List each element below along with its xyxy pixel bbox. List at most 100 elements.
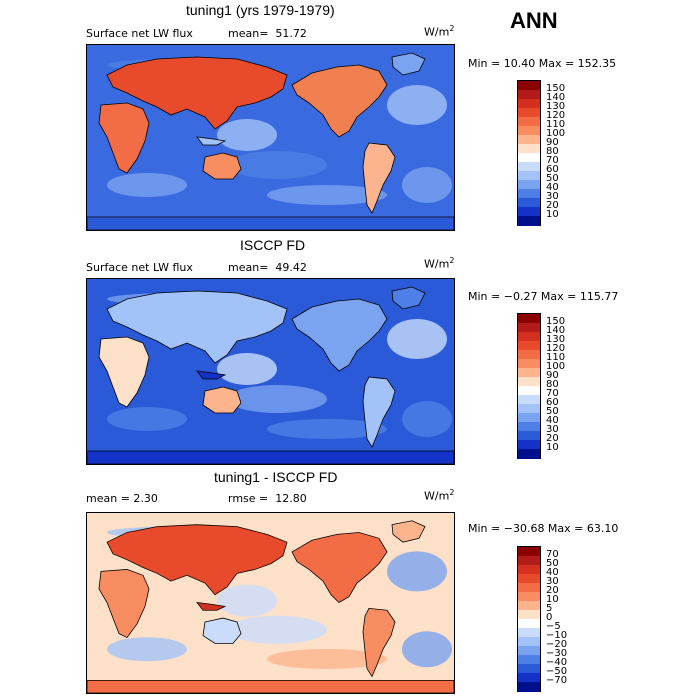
colorbar-swatch [518, 81, 540, 91]
colorbar-tick-label: 30 [546, 191, 559, 202]
panel-3-mean-label: mean = 2.30 [86, 492, 158, 505]
field-anomaly-patch [227, 151, 327, 179]
antarctica-region [87, 216, 454, 230]
africa-region [98, 102, 150, 174]
panel-3-stat: rmse = 12.80 [228, 492, 307, 505]
colorbar-swatch [518, 395, 540, 405]
panel-1-title: tuning1 (yrs 1979-1979) [186, 2, 335, 18]
colorbar-tick-label: 150 [546, 83, 566, 94]
field-anomaly-patch [402, 167, 452, 203]
north-america-region [291, 298, 388, 372]
panel-3-minmax: Min = −30.68 Max = 63.10 [468, 522, 619, 535]
colorbar-swatch [518, 565, 540, 575]
greenland-region [391, 52, 426, 76]
panel-1-stat-label: mean= [228, 27, 269, 40]
colorbar-swatch [518, 601, 540, 611]
field-anomaly-patch [217, 353, 277, 385]
field-anomaly-patch [387, 85, 447, 125]
colorbar-tick-label: 60 [546, 397, 559, 408]
panel-1-units-text: W/m [424, 25, 450, 39]
colorbar-tick-label: −20 [546, 639, 568, 650]
panel-2-map-svg [87, 279, 454, 464]
colorbar-swatch [518, 574, 540, 584]
panel-2-minmax: Min = −0.27 Max = 115.77 [468, 290, 619, 303]
colorbar-swatch [518, 216, 540, 226]
colorbar-swatch [518, 126, 540, 136]
colorbar-swatch [518, 99, 540, 109]
panel-3-stat-label: rmse = [228, 492, 269, 505]
colorbar-swatch [518, 592, 540, 602]
colorbar-swatch [518, 198, 540, 208]
panel-3-title: tuning1 - ISCCP FD [214, 469, 338, 485]
colorbar-swatch [518, 556, 540, 566]
panel-3-units-text: W/m [424, 489, 450, 503]
panel-3-units-sup: 2 [449, 488, 455, 497]
greenland-region [391, 520, 426, 543]
colorbar-swatch [518, 628, 540, 638]
colorbar-swatch [518, 682, 540, 692]
colorbar-swatch [518, 610, 540, 620]
australia-region [202, 617, 242, 644]
panel-3-map-svg [87, 513, 454, 693]
colorbar-swatch [518, 108, 540, 118]
south-america-region [362, 376, 396, 448]
panel-2-map [86, 278, 455, 465]
field-anomaly-patch [387, 551, 447, 592]
panel-2-units-sup: 2 [449, 256, 455, 265]
field-anomaly-patch [387, 319, 447, 359]
indonesia-region [196, 370, 227, 380]
colorbar-tick-label: 120 [546, 110, 566, 121]
panel-2-stat-value: 49.42 [275, 261, 307, 274]
colorbar-tick-label: 70 [546, 388, 559, 399]
colorbar-swatch [518, 386, 540, 396]
colorbar-tick-label: 50 [546, 173, 559, 184]
colorbar-swatch [518, 189, 540, 199]
colorbar-tick-label: −10 [546, 630, 568, 641]
colorbar-tick-label: 110 [546, 352, 566, 363]
colorbar-swatch [518, 547, 540, 557]
north-america-region [291, 64, 388, 138]
colorbar-tick-label: 40 [546, 182, 559, 193]
colorbar-tick-label: 70 [546, 155, 559, 166]
field-anomaly-patch [267, 419, 387, 439]
colorbar-tick-label: 30 [546, 424, 559, 435]
colorbar-tick-label: 40 [546, 567, 559, 578]
panel-2-title: ISCCP FD [240, 237, 306, 253]
field-anomaly-patch [402, 631, 452, 668]
colorbar-tick-label: 140 [546, 325, 566, 336]
colorbar-swatch [518, 673, 540, 683]
antarctica-region [87, 679, 454, 693]
field-anomaly-patch [217, 584, 277, 617]
eurasia-region [106, 524, 288, 596]
colorbar-tick-label: 20 [546, 433, 559, 444]
indonesia-region [196, 602, 227, 611]
australia-region [202, 152, 242, 180]
field-anomaly-patch [227, 615, 327, 644]
colorbar-swatch [518, 332, 540, 342]
colorbar-tick-label: 100 [546, 128, 566, 139]
colorbar-swatch [518, 655, 540, 665]
north-america-region [291, 532, 388, 604]
colorbar-tick-label: 110 [546, 119, 566, 130]
eurasia-region [106, 290, 288, 364]
colorbar-tick-label: 50 [546, 406, 559, 417]
panel-1-units-sup: 2 [449, 24, 455, 33]
panel-1-map [86, 44, 455, 231]
colorbar-tick-label: 0 [546, 612, 553, 623]
colorbar-tick-label: −5 [546, 621, 561, 632]
colorbar-tick-label: 60 [546, 164, 559, 175]
field-anomaly-patch [107, 173, 187, 197]
colorbar-tick-label: 10 [546, 209, 559, 220]
colorbar-tick-label: −50 [546, 666, 568, 677]
field-anomaly-patch [267, 185, 387, 205]
colorbar-swatch [518, 207, 540, 217]
panel-1-stat-value: 51.72 [275, 27, 307, 40]
colorbar-swatch [518, 440, 540, 450]
colorbar-swatch [518, 637, 540, 647]
colorbar-swatch [518, 144, 540, 154]
panel-2-stat-label: mean= [228, 261, 269, 274]
colorbar-tick-label: 90 [546, 137, 559, 148]
colorbar-tick-label: 40 [546, 415, 559, 426]
eurasia-region [106, 56, 288, 130]
panel-1-units: W/m2 [424, 24, 454, 39]
